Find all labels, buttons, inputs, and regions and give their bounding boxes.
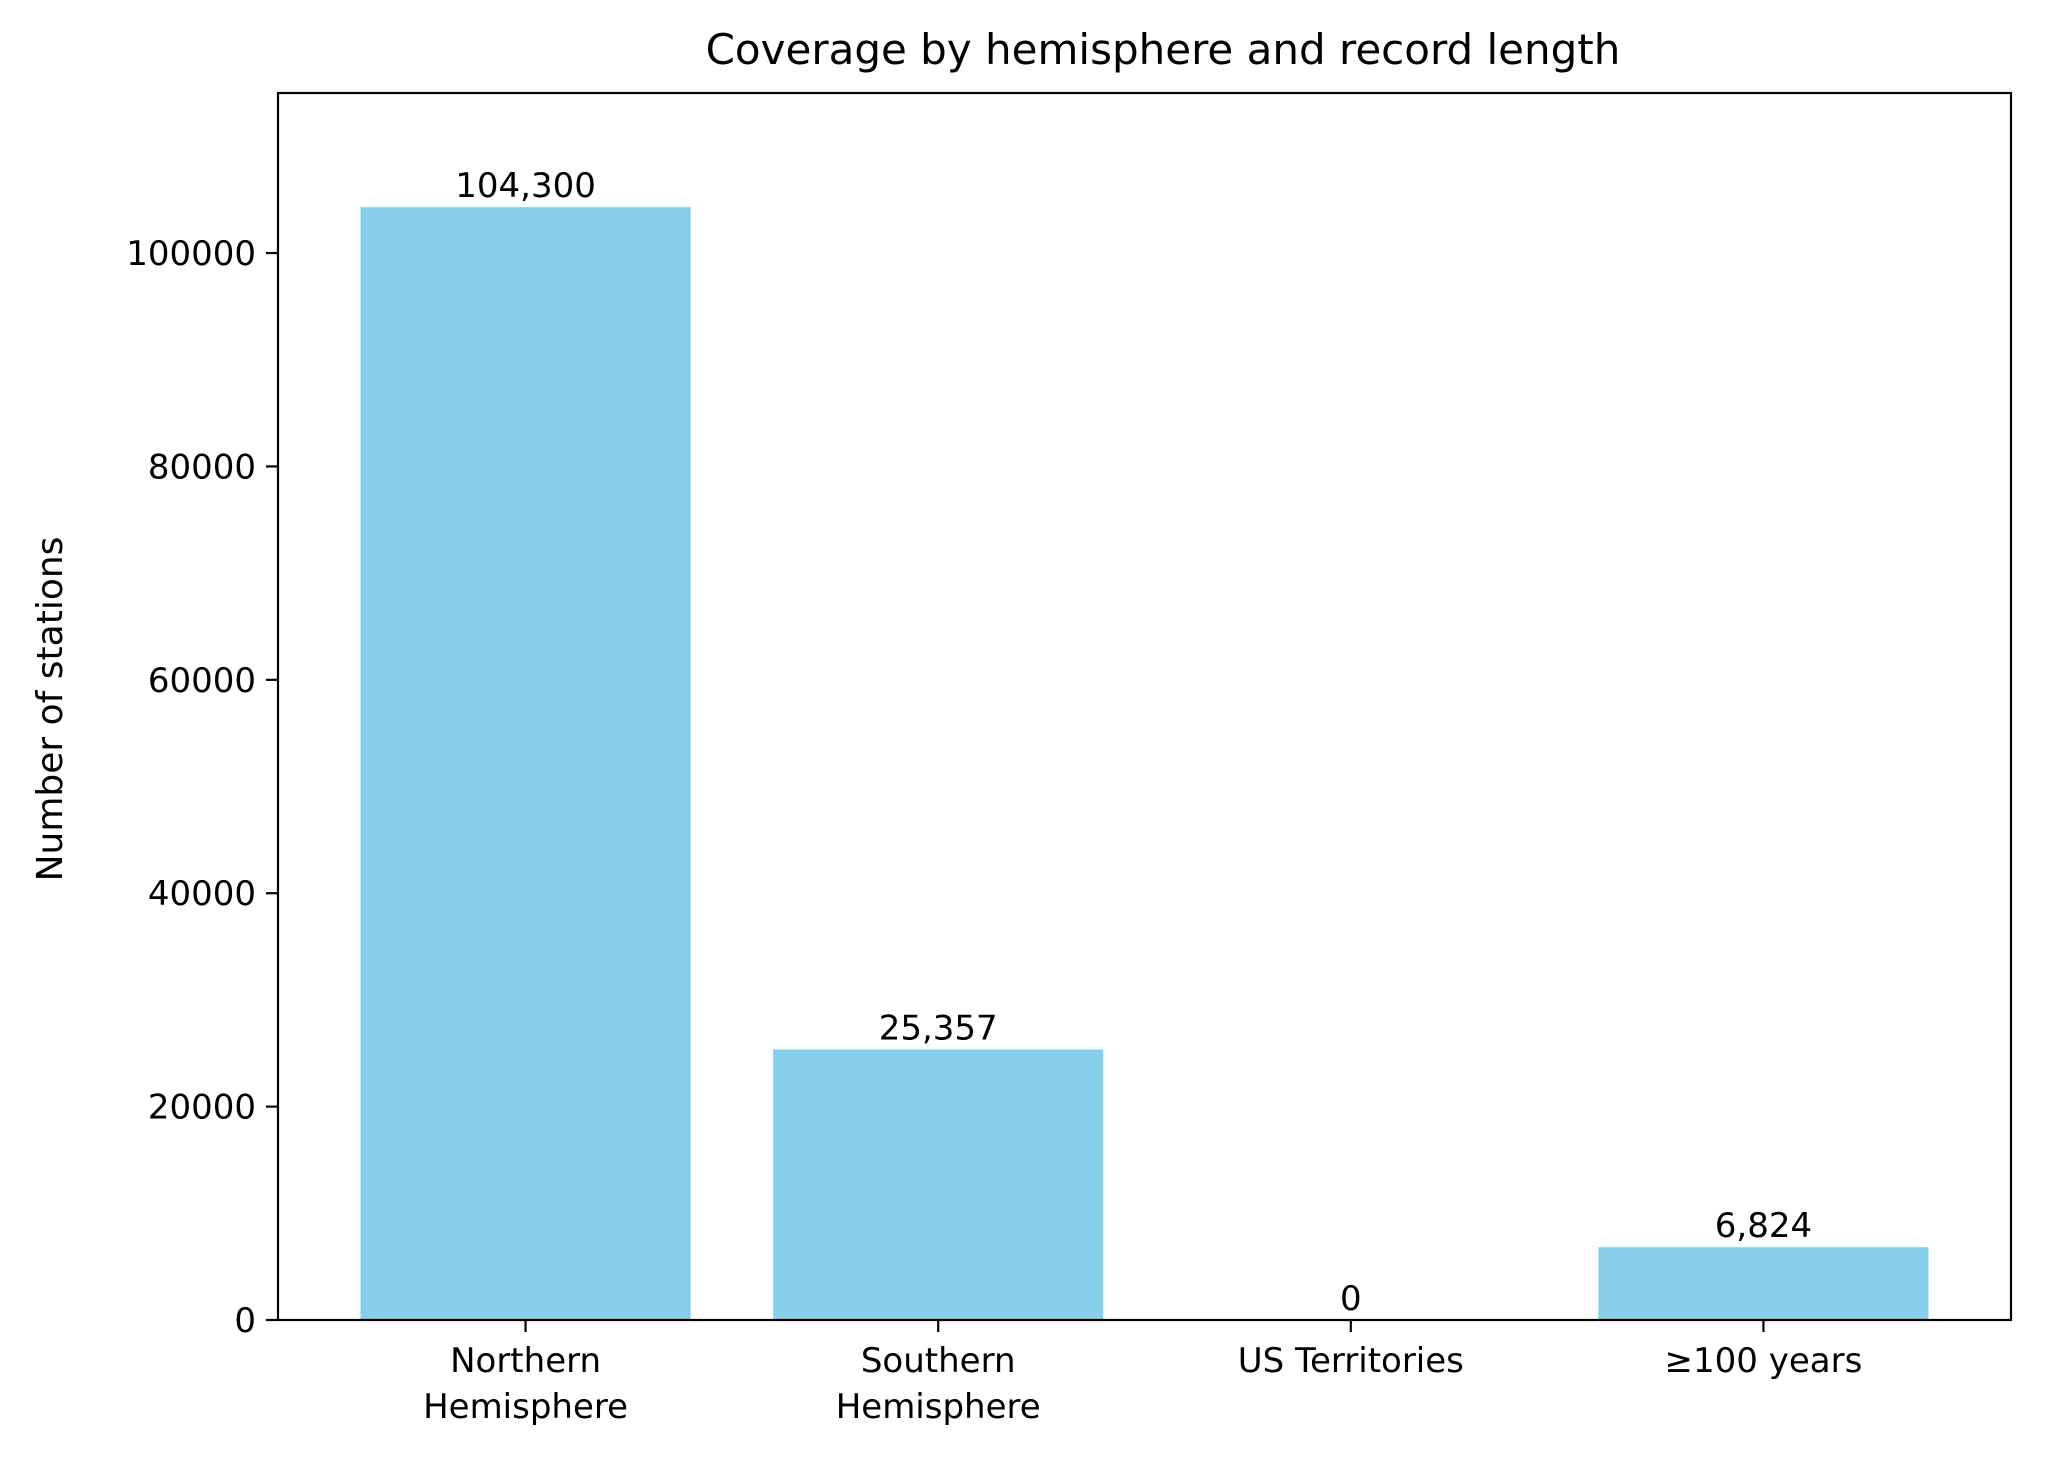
y-tick-label-2: 40000 — [148, 874, 256, 914]
bars-layer — [360, 207, 1929, 1321]
plot-frame — [276, 91, 2013, 1322]
y-tick-label-3: 60000 — [148, 661, 256, 701]
labels-layer: 104,300 Northern Hemisphere 25,357 Southern H… — [126, 166, 1862, 1427]
x-tick-label-3: ≥100 years — [1665, 1341, 1863, 1381]
bar-3 — [1598, 1247, 1929, 1320]
data-label-3: 6,824 — [1715, 1206, 1812, 1246]
y-tick-label-5: 100000 — [126, 234, 256, 274]
y-tick-label-4: 80000 — [148, 447, 256, 487]
data-label-1: 25,357 — [879, 1008, 998, 1048]
chart-title: Coverage by hemisphere and record length — [706, 25, 1621, 74]
bar-0 — [360, 207, 691, 1321]
x-tick-label-1: Southern Hemisphere — [836, 1341, 1041, 1427]
bar-1 — [773, 1049, 1104, 1320]
data-label-0: 104,300 — [455, 166, 596, 206]
y-tick-label-1: 20000 — [148, 1088, 256, 1128]
data-label-2: 0 — [1340, 1279, 1362, 1319]
x-tick-label-2: US Territories — [1238, 1341, 1464, 1381]
x-tick-label-0: Northern Hemisphere — [423, 1341, 628, 1427]
ticks-layer — [266, 251, 1765, 1332]
y-axis-label: Number of stations — [30, 537, 71, 882]
y-tick-label-0: 0 — [234, 1301, 256, 1341]
